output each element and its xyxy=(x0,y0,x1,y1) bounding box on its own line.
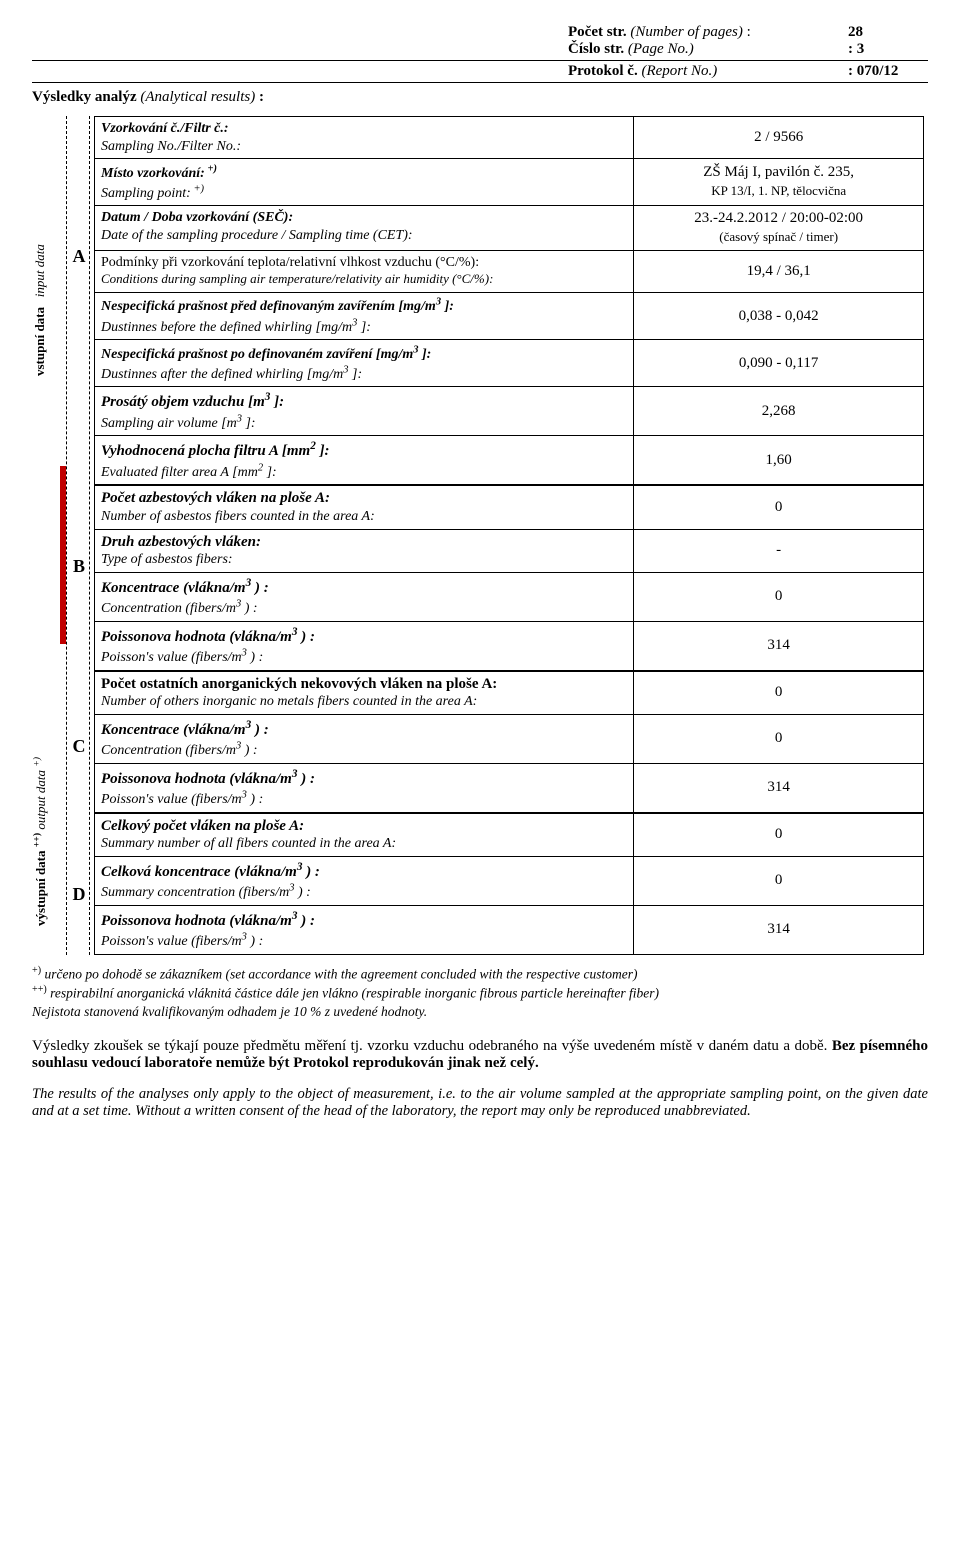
proto-value: : 070/12 xyxy=(848,63,928,80)
row-value: - xyxy=(634,529,924,572)
row-label: Počet ostatních anorganických nekovových… xyxy=(95,671,634,715)
table-row: Koncentrace (vlákna/m3 ) :Concentration … xyxy=(95,714,924,763)
table-row: Počet azbestových vláken na ploše A:Numb… xyxy=(95,485,924,529)
row-value: 2 / 9566 xyxy=(634,117,924,159)
row-value: 0 xyxy=(634,856,924,905)
row-label: Nespecifická prašnost po definovaném zav… xyxy=(95,340,634,387)
row-label: Podmínky při vzorkování teplota/relativn… xyxy=(95,250,634,292)
row-label: Nespecifická prašnost před definovaným z… xyxy=(95,292,634,339)
row-label: Poissonova hodnota (vlákna/m3 ) :Poisson… xyxy=(95,905,634,954)
row-value: 1,60 xyxy=(634,436,924,485)
pages-label: Počet str. (Number of pages) : xyxy=(568,24,848,41)
row-label: Poissonova hodnota (vlákna/m3 ) :Poisson… xyxy=(95,621,634,670)
pages-value: 28 xyxy=(848,24,928,41)
row-value: 314 xyxy=(634,905,924,954)
side-label-input: vstupní data input data xyxy=(32,244,48,376)
row-label: Vyhodnocená plocha filtru A [mm2 ]:Evalu… xyxy=(95,436,634,485)
row-value: 0,038 - 0,042 xyxy=(634,292,924,339)
letter-a: A xyxy=(67,246,91,267)
row-label: Prosátý objem vzduchu [m3 ]:Sampling air… xyxy=(95,387,634,436)
table-row: Celková koncentrace (vlákna/m3 ) :Summar… xyxy=(95,856,924,905)
side-rail: vstupní data input data výstupní data ++… xyxy=(24,116,60,955)
main-content: vstupní data input data výstupní data ++… xyxy=(32,116,928,955)
table-row: Datum / Doba vzorkování (SEČ):Date of th… xyxy=(95,206,924,251)
row-value: 0 xyxy=(634,485,924,529)
table-row: Poissonova hodnota (vlákna/m3 ) :Poisson… xyxy=(95,905,924,954)
page-label: Číslo str. (Page No.) xyxy=(568,41,848,58)
table-row: Místo vzorkování: +)Sampling point: +)ZŠ… xyxy=(95,159,924,206)
row-label: Druh azbestových vláken:Type of asbestos… xyxy=(95,529,634,572)
subtitle: Výsledky analýz (Analytical results) : xyxy=(32,89,928,106)
row-label: Poissonova hodnota (vlákna/m3 ) :Poisson… xyxy=(95,763,634,812)
row-value: 23.-24.2.2012 / 20:00-02:00(časový spína… xyxy=(634,206,924,251)
row-value: 314 xyxy=(634,621,924,670)
row-label: Koncentrace (vlákna/m3 ) :Concentration … xyxy=(95,572,634,621)
row-value: 0 xyxy=(634,714,924,763)
row-value: 314 xyxy=(634,763,924,812)
table-row: Počet ostatních anorganických nekovových… xyxy=(95,671,924,715)
table-row: Nespecifická prašnost po definovaném zav… xyxy=(95,340,924,387)
row-value: 19,4 / 36,1 xyxy=(634,250,924,292)
row-value: 0 xyxy=(634,671,924,715)
footnotes: +) určeno po dohodě se zákazníkem (set a… xyxy=(32,965,928,1020)
row-value: 0 xyxy=(634,813,924,857)
letter-d: D xyxy=(67,884,91,905)
page-header: Počet str. (Number of pages) : 28 Číslo … xyxy=(32,24,928,106)
table-row: Vyhodnocená plocha filtru A [mm2 ]:Evalu… xyxy=(95,436,924,485)
row-value: 2,268 xyxy=(634,387,924,436)
row-label: Datum / Doba vzorkování (SEČ):Date of th… xyxy=(95,206,634,251)
table-row: Poissonova hodnota (vlákna/m3 ) :Poisson… xyxy=(95,763,924,812)
side-label-output: výstupní data ++) output data +) xyxy=(32,757,49,926)
table-row: Celkový počet vláken na ploše A:Summary … xyxy=(95,813,924,857)
row-label: Koncentrace (vlákna/m3 ) :Concentration … xyxy=(95,714,634,763)
table-row: Poissonova hodnota (vlákna/m3 ) :Poisson… xyxy=(95,621,924,670)
letter-c: C xyxy=(67,736,91,757)
table-row: Koncentrace (vlákna/m3 ) :Concentration … xyxy=(95,572,924,621)
letter-b: B xyxy=(67,556,91,577)
letter-column: A B C D xyxy=(66,116,90,955)
table-row: Vzorkování č./Filtr č.:Sampling No./Filt… xyxy=(95,117,924,159)
row-label: Počet azbestových vláken na ploše A:Numb… xyxy=(95,485,634,529)
row-value: ZŠ Máj I, pavilón č. 235,KP 13/I, 1. NP,… xyxy=(634,159,924,206)
table-row: Druh azbestových vláken:Type of asbestos… xyxy=(95,529,924,572)
red-strip-b xyxy=(60,466,66,644)
row-label: Celková koncentrace (vlákna/m3 ) :Summar… xyxy=(95,856,634,905)
row-label: Celkový počet vláken na ploše A:Summary … xyxy=(95,813,634,857)
row-value: 0 xyxy=(634,572,924,621)
table-row: Nespecifická prašnost před definovaným z… xyxy=(95,292,924,339)
table-row: Podmínky při vzorkování teplota/relativn… xyxy=(95,250,924,292)
row-label: Místo vzorkování: +)Sampling point: +) xyxy=(95,159,634,206)
paragraph-en: The results of the analyses only apply t… xyxy=(32,1086,928,1120)
row-value: 0,090 - 0,117 xyxy=(634,340,924,387)
row-label: Vzorkování č./Filtr č.:Sampling No./Filt… xyxy=(95,117,634,159)
page-value: : 3 xyxy=(848,41,928,58)
paragraph-cs: Výsledky zkoušek se týkají pouze předmět… xyxy=(32,1038,928,1072)
data-table: Vzorkování č./Filtr č.:Sampling No./Filt… xyxy=(94,116,924,955)
table-row: Prosátý objem vzduchu [m3 ]:Sampling air… xyxy=(95,387,924,436)
proto-label: Protokol č. (Report No.) xyxy=(568,63,848,80)
